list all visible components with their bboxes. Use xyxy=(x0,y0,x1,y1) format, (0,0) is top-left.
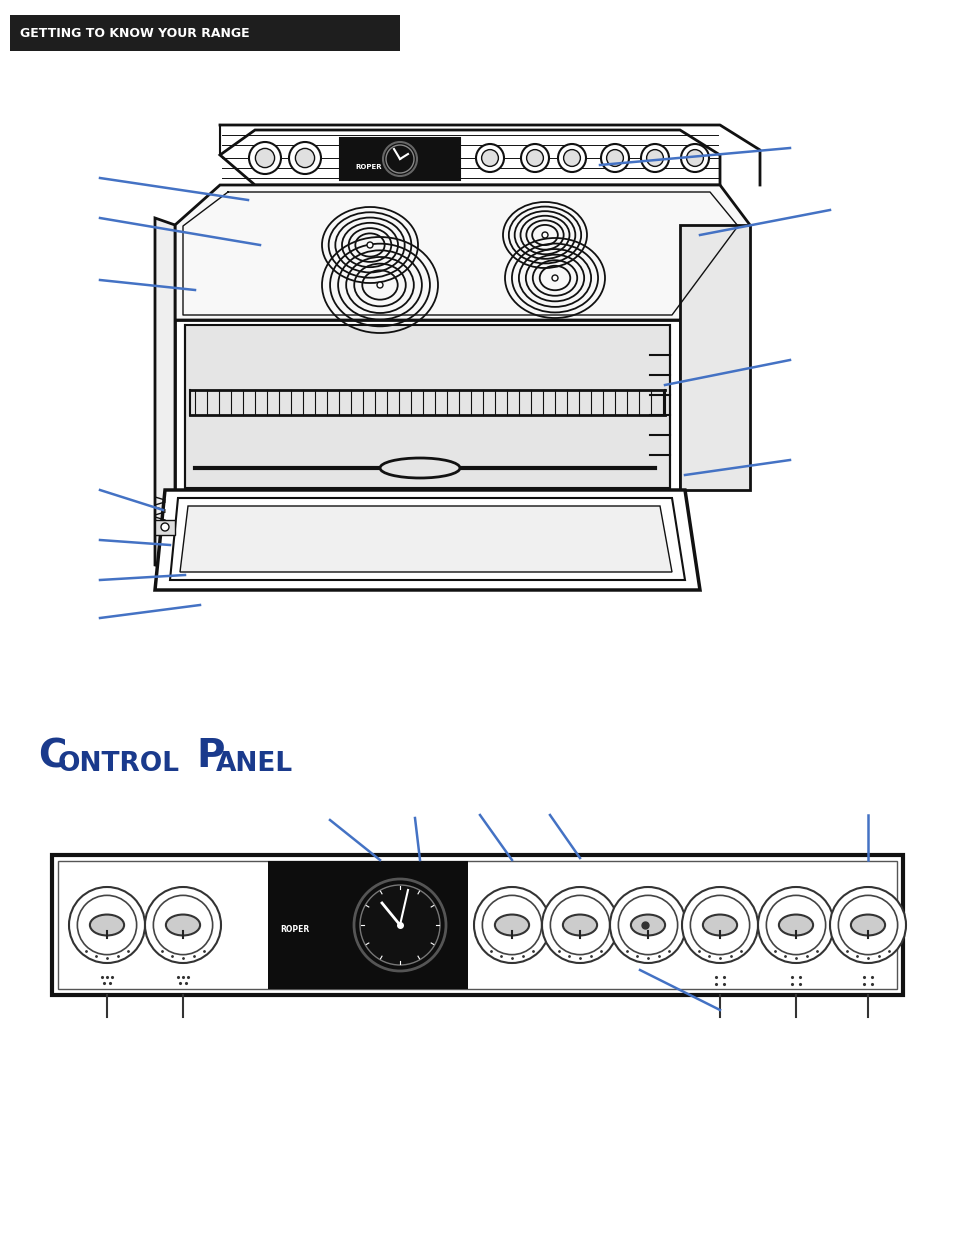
Circle shape xyxy=(758,887,833,963)
Polygon shape xyxy=(220,130,720,185)
Circle shape xyxy=(680,144,708,172)
Ellipse shape xyxy=(166,915,200,935)
Polygon shape xyxy=(174,320,679,490)
Ellipse shape xyxy=(379,458,459,478)
Circle shape xyxy=(558,144,585,172)
Text: ANEL: ANEL xyxy=(215,751,293,777)
Circle shape xyxy=(354,879,446,971)
Circle shape xyxy=(686,149,702,167)
Circle shape xyxy=(476,144,503,172)
Bar xyxy=(10,15,399,51)
Polygon shape xyxy=(339,138,459,180)
Circle shape xyxy=(474,887,550,963)
Circle shape xyxy=(255,148,274,168)
Circle shape xyxy=(609,887,685,963)
Circle shape xyxy=(690,895,749,955)
Text: GETTING TO KNOW YOUR RANGE: GETTING TO KNOW YOUR RANGE xyxy=(20,26,250,40)
Circle shape xyxy=(382,142,416,177)
Circle shape xyxy=(541,232,547,238)
Bar xyxy=(58,861,896,989)
Circle shape xyxy=(681,887,758,963)
Ellipse shape xyxy=(630,915,664,935)
Circle shape xyxy=(520,144,548,172)
Ellipse shape xyxy=(702,915,737,935)
Polygon shape xyxy=(185,325,669,488)
Circle shape xyxy=(295,148,314,168)
Polygon shape xyxy=(154,490,700,590)
Polygon shape xyxy=(679,225,749,490)
Circle shape xyxy=(367,242,373,248)
Polygon shape xyxy=(174,185,749,320)
Circle shape xyxy=(69,887,145,963)
Circle shape xyxy=(376,282,382,288)
Circle shape xyxy=(145,887,221,963)
Polygon shape xyxy=(170,498,684,580)
Circle shape xyxy=(563,149,579,167)
Text: ONTROL: ONTROL xyxy=(58,751,180,777)
Bar xyxy=(52,855,902,995)
Ellipse shape xyxy=(778,915,812,935)
Text: P: P xyxy=(195,737,224,776)
Circle shape xyxy=(386,144,414,173)
Circle shape xyxy=(646,149,662,167)
Ellipse shape xyxy=(495,915,529,935)
Polygon shape xyxy=(180,506,671,572)
Ellipse shape xyxy=(562,915,597,935)
Circle shape xyxy=(829,887,905,963)
Circle shape xyxy=(606,149,622,167)
Circle shape xyxy=(249,142,281,174)
Circle shape xyxy=(541,887,618,963)
Circle shape xyxy=(550,895,609,955)
Circle shape xyxy=(289,142,320,174)
Circle shape xyxy=(526,149,543,167)
Ellipse shape xyxy=(90,915,124,935)
Circle shape xyxy=(482,895,541,955)
Bar xyxy=(268,861,468,989)
Circle shape xyxy=(765,895,824,955)
Circle shape xyxy=(77,895,136,955)
Polygon shape xyxy=(154,219,174,571)
Circle shape xyxy=(161,522,169,531)
Text: C: C xyxy=(38,737,67,776)
Polygon shape xyxy=(154,520,174,535)
Circle shape xyxy=(481,149,497,167)
Circle shape xyxy=(838,895,897,955)
Circle shape xyxy=(618,895,677,955)
Text: ROPER: ROPER xyxy=(280,925,309,935)
Text: ROPER: ROPER xyxy=(355,164,381,170)
Circle shape xyxy=(640,144,668,172)
Circle shape xyxy=(600,144,628,172)
Circle shape xyxy=(153,895,213,955)
Ellipse shape xyxy=(850,915,884,935)
Circle shape xyxy=(359,885,439,965)
Circle shape xyxy=(552,275,558,282)
